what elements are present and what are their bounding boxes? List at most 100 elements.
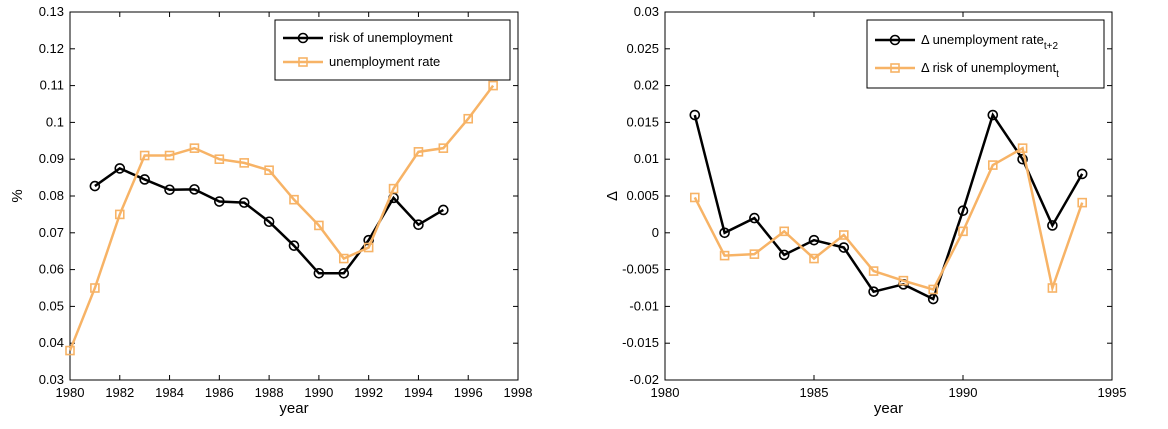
y-tick-label: 0.13 bbox=[39, 4, 64, 19]
marker bbox=[139, 174, 150, 185]
marker bbox=[363, 242, 374, 253]
x-tick-label: 1984 bbox=[155, 385, 184, 400]
marker bbox=[1047, 220, 1058, 231]
marker bbox=[987, 109, 999, 121]
y-axis-label: Δ bbox=[604, 191, 621, 201]
marker bbox=[214, 154, 225, 164]
marker bbox=[689, 109, 701, 121]
legend-label: Δ unemployment ratet+2 bbox=[921, 32, 1058, 52]
legend: Δ unemployment ratet+2 Δ risk of unemploy… bbox=[866, 19, 1105, 89]
marker bbox=[928, 284, 939, 295]
y-tick-label: 0.06 bbox=[39, 262, 64, 277]
marker bbox=[438, 143, 449, 153]
marker bbox=[297, 32, 309, 44]
marker bbox=[413, 147, 424, 157]
marker bbox=[868, 266, 879, 276]
legend-box bbox=[274, 19, 511, 81]
legend-name: Δ risk of unemployment bbox=[921, 60, 1057, 75]
marker bbox=[65, 345, 75, 356]
legend-label: unemployment rate bbox=[329, 54, 440, 69]
x-tick-label: 1995 bbox=[1098, 385, 1127, 400]
marker bbox=[413, 219, 424, 231]
y-tick-label: -0.015 bbox=[622, 335, 659, 350]
x-tick-label: 1992 bbox=[354, 385, 383, 400]
marker bbox=[164, 184, 175, 196]
x-tick-label: 1990 bbox=[949, 385, 978, 400]
marker bbox=[288, 240, 300, 251]
marker bbox=[388, 183, 399, 194]
legend-name: risk of unemployment bbox=[329, 30, 453, 45]
y-tick-label: 0.03 bbox=[39, 372, 64, 387]
series-line bbox=[94, 166, 444, 275]
legend: risk of unemployment unemployment rate bbox=[274, 19, 511, 81]
y-tick-label: 0.07 bbox=[39, 225, 64, 240]
legend-name: Δ unemployment rate bbox=[921, 32, 1044, 47]
y-axis-label: % bbox=[9, 189, 26, 202]
legend-subscript: t+2 bbox=[1044, 41, 1059, 52]
x-tick-label: 1982 bbox=[105, 385, 134, 400]
marker bbox=[898, 275, 909, 286]
marker bbox=[1076, 168, 1088, 180]
x-axis-label: year bbox=[874, 400, 903, 417]
x-tick-label: 1994 bbox=[404, 385, 433, 400]
y-tick-label: 0.11 bbox=[40, 78, 64, 93]
y-tick-label: 0.05 bbox=[39, 298, 64, 313]
y-tick-label: 0.09 bbox=[39, 151, 64, 166]
y-tick-label: -0.02 bbox=[629, 372, 659, 387]
legend-name: unemployment rate bbox=[329, 54, 440, 69]
y-tick-label: 0.08 bbox=[39, 188, 64, 203]
y-tick-label: 0.03 bbox=[634, 4, 659, 19]
marker bbox=[189, 184, 200, 195]
marker bbox=[889, 34, 901, 46]
marker bbox=[868, 286, 879, 297]
marker bbox=[314, 220, 324, 231]
marker bbox=[1047, 283, 1058, 293]
x-tick-label: 1985 bbox=[800, 385, 829, 400]
marker bbox=[89, 180, 101, 192]
y-tick-label: 0.025 bbox=[626, 41, 659, 56]
marker bbox=[1017, 153, 1028, 165]
marker bbox=[838, 242, 850, 253]
y-tick-label: 0 bbox=[652, 225, 659, 240]
marker bbox=[957, 205, 969, 217]
marker bbox=[289, 194, 299, 205]
legend-label: risk of unemployment bbox=[329, 30, 453, 45]
marker bbox=[298, 57, 308, 67]
marker bbox=[114, 163, 126, 174]
marker bbox=[338, 267, 350, 279]
x-tick-label: 1980 bbox=[651, 385, 680, 400]
marker bbox=[689, 192, 700, 203]
marker bbox=[214, 196, 225, 207]
legend-label: Δ risk of unemploymentt bbox=[921, 60, 1059, 80]
marker bbox=[338, 253, 349, 264]
y-tick-label: 0.04 bbox=[39, 335, 64, 350]
marker bbox=[808, 234, 820, 246]
marker bbox=[927, 293, 939, 305]
marker bbox=[778, 249, 790, 261]
marker bbox=[313, 267, 325, 279]
y-tick-label: 0.02 bbox=[634, 78, 659, 93]
x-axis-label: year bbox=[279, 400, 308, 417]
marker bbox=[438, 204, 449, 216]
marker bbox=[958, 226, 968, 237]
marker bbox=[809, 253, 819, 264]
marker bbox=[749, 212, 760, 224]
marker bbox=[189, 143, 200, 153]
y-tick-label: -0.01 bbox=[629, 298, 659, 313]
y-tick-label: 0.01 bbox=[634, 151, 659, 166]
x-tick-label: 1986 bbox=[205, 385, 234, 400]
marker bbox=[1077, 197, 1087, 208]
marker bbox=[1017, 143, 1028, 153]
x-tick-label: 1990 bbox=[304, 385, 333, 400]
marker bbox=[90, 283, 100, 293]
marker bbox=[719, 227, 730, 239]
marker bbox=[987, 160, 998, 170]
y-tick-label: 0.015 bbox=[626, 114, 659, 129]
marker bbox=[139, 150, 150, 161]
legend-subscript: t bbox=[1056, 69, 1059, 80]
marker bbox=[239, 158, 250, 168]
x-tick-label: 1980 bbox=[56, 385, 85, 400]
y-tick-label: 0.1 bbox=[46, 114, 64, 129]
marker bbox=[463, 113, 474, 124]
